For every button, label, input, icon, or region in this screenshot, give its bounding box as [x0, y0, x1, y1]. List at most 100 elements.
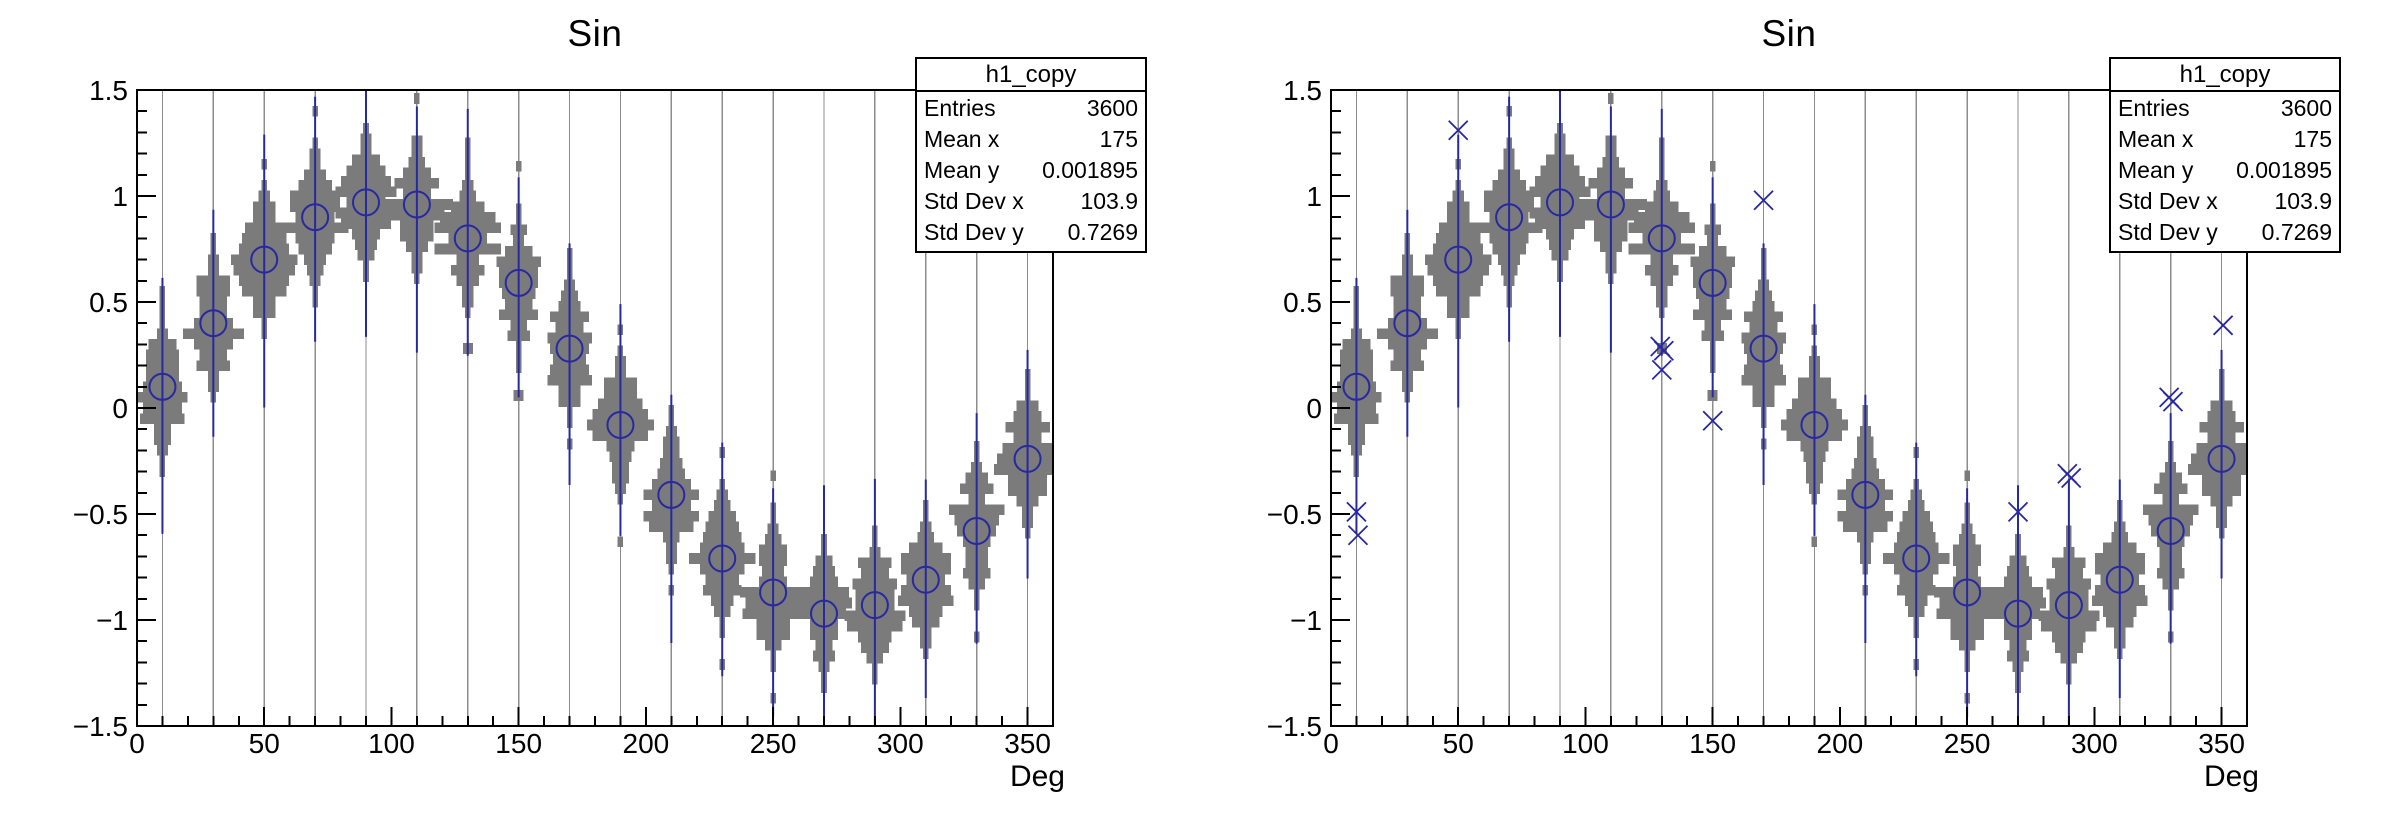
mean-circle — [1698, 268, 1727, 297]
stats-row-value: 0.001895 — [1042, 157, 1138, 183]
stats-row-label: Mean x — [2118, 126, 2194, 152]
y-tick-label: −1 — [96, 605, 128, 636]
mean-circle — [402, 190, 431, 219]
violin-bar — [414, 93, 420, 104]
stats-row-label: Mean y — [924, 157, 1000, 183]
y-tick-label: −0.5 — [1267, 499, 1322, 530]
y-tick-label: 0 — [112, 393, 128, 424]
y-tick-label: −1.5 — [73, 711, 128, 742]
stats-row-label: Mean y — [2118, 157, 2194, 183]
mean-circle — [860, 591, 889, 620]
mean-circle — [301, 203, 330, 232]
violin-bar — [770, 470, 776, 482]
violin-bar — [515, 161, 522, 172]
mean-circle — [1444, 245, 1473, 274]
outlier-cross-icon — [1347, 525, 1369, 546]
x-tick-label: 150 — [1689, 728, 1736, 759]
outlier-cross-icon — [2212, 315, 2234, 336]
mean-circle — [2054, 591, 2083, 620]
stats-row-label: Std Dev y — [924, 219, 1024, 245]
stats-box: h1_copy Entries 3600 Mean x 175 Mean y 0.0018… — [2109, 57, 2341, 253]
stats-row-value: 103.9 — [2274, 188, 2332, 214]
violin-bar — [1811, 536, 1818, 547]
x-axis-title: Deg — [2203, 760, 2259, 793]
mean-circle — [606, 410, 635, 439]
outlier-cross-icon — [1651, 359, 1672, 380]
x-tick-label: 50 — [249, 728, 280, 759]
stats-row: Std Dev y 0.7269 — [2111, 217, 2339, 248]
mean-circle — [708, 544, 737, 573]
y-tick-label: 0.5 — [89, 287, 128, 318]
stats-box-title: h1_copy — [917, 59, 1145, 92]
mean-circle — [1495, 203, 1524, 232]
stats-row-value: 175 — [1099, 126, 1138, 152]
mean-circle — [962, 516, 991, 545]
mean-circle — [453, 224, 482, 253]
x-tick-label: 250 — [750, 728, 797, 759]
x-tick-label: 200 — [1817, 728, 1864, 759]
outlier-cross-icon — [2061, 467, 2082, 489]
x-tick-label: 200 — [623, 728, 670, 759]
mean-circle — [1546, 188, 1574, 217]
violin-bar — [1709, 161, 1716, 172]
x-axis-title: Deg — [1009, 760, 1065, 793]
violin-bar — [1608, 93, 1614, 104]
x-tick-label: 100 — [368, 728, 415, 759]
plot-title: Sin — [1761, 13, 1817, 54]
mean-circle — [1902, 544, 1931, 573]
outlier-cross-icon — [1753, 190, 1774, 211]
plot-frame — [136, 89, 1054, 727]
mean-circle — [352, 188, 380, 217]
stats-row: Mean x 175 — [917, 124, 1145, 155]
x-tick-label: 350 — [2198, 728, 2245, 759]
violin-bar — [997, 453, 1053, 465]
stats-row: Std Dev y 0.7269 — [917, 217, 1145, 248]
stats-row-value: 3600 — [1086, 95, 1138, 121]
candle-plot-pad-right: 0 50 100 150 200 250 300 350 1.5 1 0.5 0 −0.5 −1 −1.5 … — [1194, 0, 2388, 816]
mean-circle — [148, 372, 177, 401]
mean-circle — [1013, 444, 1042, 473]
outlier-cross-icon — [1448, 120, 1469, 141]
x-tick-label: 350 — [1004, 728, 1051, 759]
mean-circle — [1851, 480, 1880, 509]
outlier-cross-icon — [1346, 501, 1367, 523]
mean-circle — [1953, 578, 1982, 607]
stats-row-label: Mean x — [924, 126, 1000, 152]
stats-row: Entries 3600 — [2111, 93, 2339, 124]
violins-group — [1331, 91, 2247, 725]
violin-bar — [2191, 453, 2247, 465]
stats-row-value: 0.7269 — [1067, 219, 1138, 245]
outlier-cross-icon — [2007, 501, 2029, 523]
mean-circle — [2004, 599, 2032, 628]
violin-bar — [994, 464, 1053, 475]
stats-row-label: Std Dev x — [2118, 188, 2218, 214]
outlier-cross-icon — [1702, 410, 1723, 431]
stats-row: Mean x 175 — [2111, 124, 2339, 155]
y-tick-label: 0 — [1306, 393, 1322, 424]
stats-box-title: h1_copy — [2111, 59, 2339, 92]
stats-row-label: Std Dev x — [924, 188, 1024, 214]
y-tick-label: −0.5 — [73, 499, 128, 530]
stats-box-rows: Entries 3600 Mean x 175 Mean y 0.001895 Std De… — [2111, 92, 2339, 251]
violins-group — [137, 91, 1053, 725]
y-tick-label: −1.5 — [1267, 711, 1322, 742]
y-tick-label: 1 — [1306, 181, 1322, 212]
x-tick-label: 300 — [2071, 728, 2118, 759]
y-tick-label: 1 — [112, 181, 128, 212]
stats-row-value: 0.7269 — [2261, 219, 2332, 245]
stats-row-value: 3600 — [2280, 95, 2332, 121]
mean-circle — [555, 334, 584, 363]
outlier-cross-icon — [1653, 340, 1674, 361]
y-tick-label: 1.5 — [1283, 75, 1322, 106]
x-tick-label: 0 — [129, 728, 145, 759]
stats-box-rows: Entries 3600 Mean x 175 Mean y 0.001895 Std De… — [917, 92, 1145, 251]
stats-row-value: 175 — [2293, 126, 2332, 152]
mean-circle — [2207, 444, 2236, 473]
mean-circle — [1800, 410, 1829, 439]
stats-row-label: Std Dev y — [2118, 219, 2218, 245]
mean-circle — [1749, 334, 1778, 363]
violin-bar — [617, 536, 624, 547]
stats-row: Mean y 0.001895 — [2111, 155, 2339, 186]
x-tick-label: 0 — [1323, 728, 1339, 759]
